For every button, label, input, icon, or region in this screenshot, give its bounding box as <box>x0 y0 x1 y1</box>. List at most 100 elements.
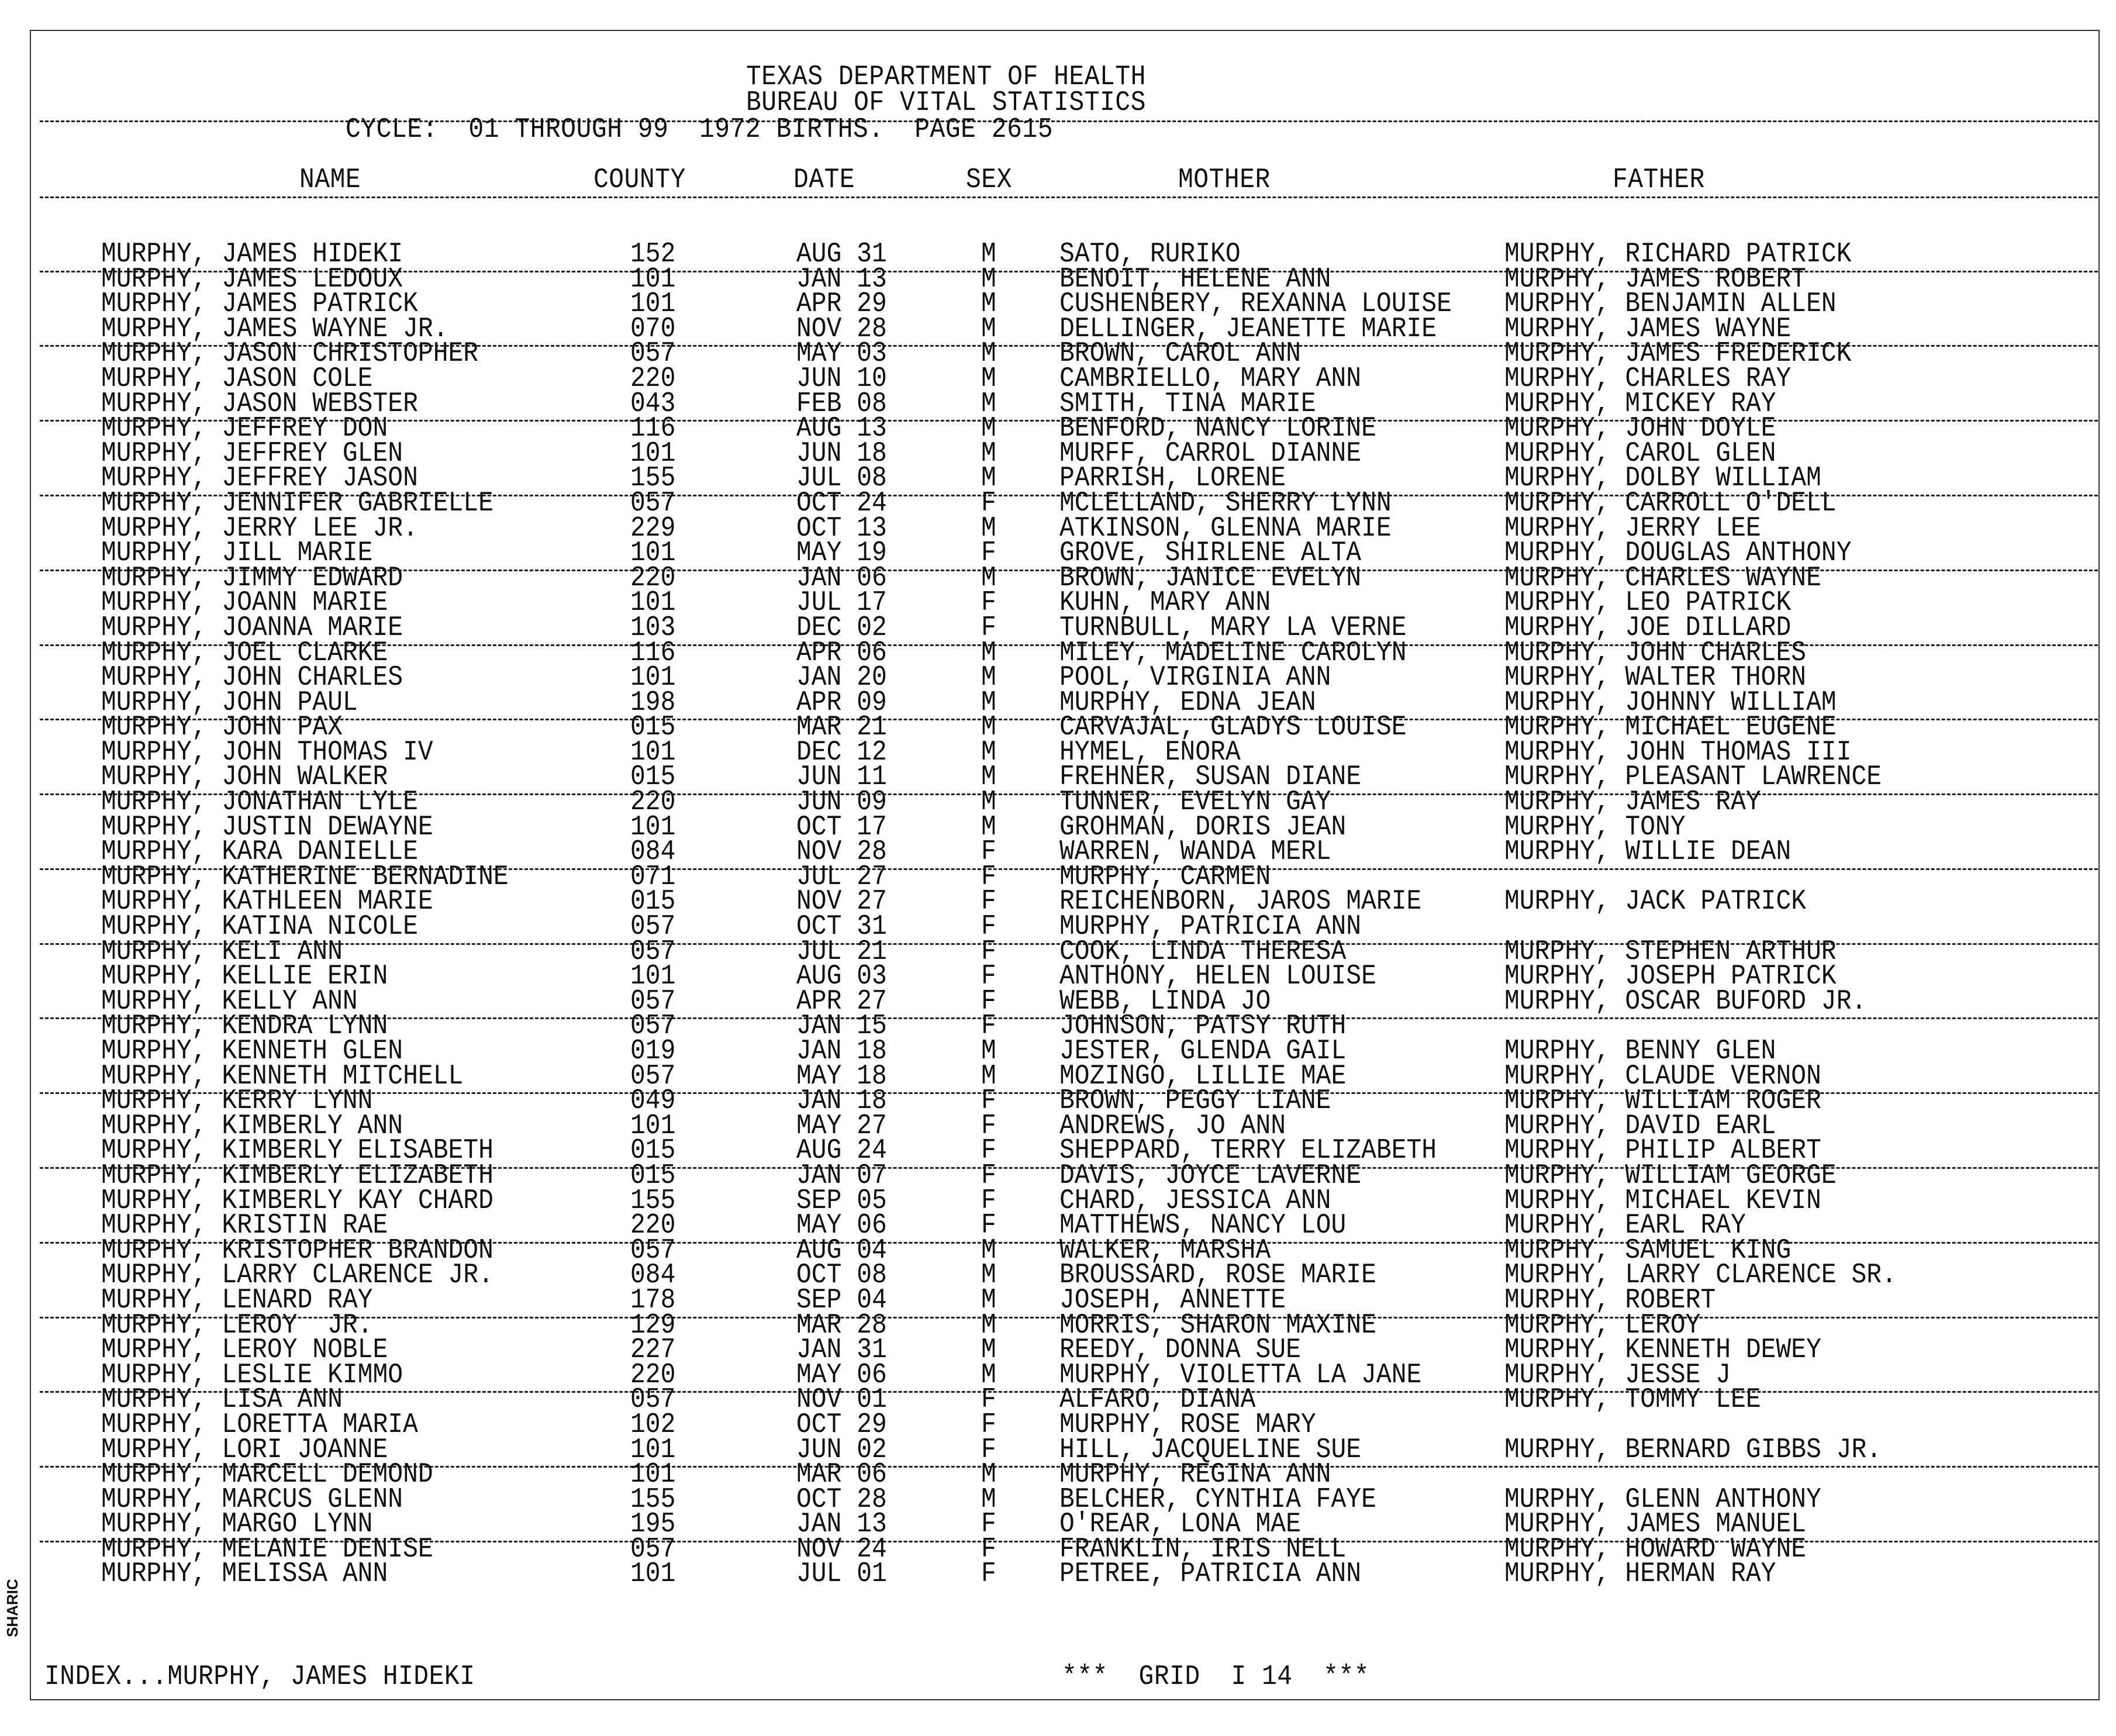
cell-county: 220 <box>630 785 676 818</box>
cell-mother: GROHMAN, DORIS JEAN <box>1059 810 1347 843</box>
cell-date: JAN 18 <box>796 1034 887 1067</box>
cell-father: MURPHY, BERNARD GIBBS JR. <box>1504 1433 1882 1465</box>
cell-sex: F <box>981 835 996 868</box>
cell-county: 015 <box>630 1159 676 1192</box>
cell-name: MURPHY, JEFFREY GLEN <box>101 437 403 470</box>
cell-name: MURPHY, LEROY JR. <box>101 1309 373 1341</box>
cell-father: MURPHY, CAROL GLEN <box>1504 437 1776 470</box>
cell-mother: KUHN, MARY ANN <box>1059 586 1271 619</box>
cell-county: 057 <box>630 985 676 1017</box>
cell-name: MURPHY, LORETTA MARIA <box>101 1408 418 1441</box>
cell-sex: M <box>981 461 996 494</box>
cell-name: MURPHY, LISA ANN <box>101 1383 343 1416</box>
cell-name: MURPHY, LESLIE KIMMO <box>101 1358 403 1391</box>
cell-date: APR 09 <box>796 686 887 719</box>
table-row: MURPHY, JOANNA MARIE 103 DEC 02 F TURNBULL, … <box>0 611 2116 646</box>
cell-father: MURPHY, JAMES RAY <box>1504 785 1761 818</box>
cell-county: 220 <box>630 362 676 395</box>
cell-sex: F <box>981 486 996 519</box>
cell-date: JUL 01 <box>796 1557 887 1590</box>
cell-county: 195 <box>630 1507 676 1540</box>
cell-name: MURPHY, LARRY CLARENCE JR. <box>101 1258 493 1291</box>
cell-father: MURPHY, JOHN DOYLE <box>1504 412 1776 444</box>
cell-name: MURPHY, KATHERINE BERNADINE <box>101 860 509 893</box>
cell-name: MURPHY, KIMBERLY ELISABETH <box>101 1134 493 1166</box>
cell-name: MURPHY, JIMMY EDWARD <box>101 561 403 594</box>
cell-mother: POOL, VIRGINIA ANN <box>1059 661 1331 693</box>
cell-name: MURPHY, JOHN PAX <box>101 710 343 743</box>
cell-father: MURPHY, BENJAMIN ALLEN <box>1504 287 1837 320</box>
cell-mother: SATO, RURIKO <box>1059 237 1241 270</box>
cell-sex: M <box>981 337 996 370</box>
table-row: MURPHY, MARCUS GLENN 155 OCT 28 M BELCHER, C… <box>0 1483 2116 1516</box>
cell-mother: GROVE, SHIRLENE ALTA <box>1059 536 1362 569</box>
cell-father: MURPHY, HERMAN RAY <box>1504 1557 1776 1590</box>
cell-sex: M <box>981 736 996 768</box>
cell-mother: BROWN, PEGGY LIANE <box>1059 1084 1331 1117</box>
cell-father: MURPHY, EARL RAY <box>1504 1209 1746 1241</box>
table-row: MURPHY, KELLIE ERIN 101 AUG 03 F ANTHONY, HE… <box>0 960 2116 992</box>
cell-county: 101 <box>630 960 676 992</box>
cell-county: 057 <box>630 1383 676 1416</box>
cell-father: MURPHY, DOLBY WILLIAM <box>1504 461 1821 494</box>
cell-mother: CUSHENBERY, REXANNA LOUISE <box>1059 287 1452 320</box>
table-row: MURPHY, JENNIFER GABRIELLE 057 OCT 24 F MCLE… <box>0 486 2116 519</box>
cell-sex: M <box>981 312 996 345</box>
cell-sex: F <box>981 1209 996 1241</box>
table-row: MURPHY, KIMBERLY ELISABETH 015 AUG 24 F SHEP… <box>0 1134 2116 1169</box>
table-row: MURPHY, JOEL CLARKE 116 APR 06 M MILEY, MADE… <box>0 638 2116 666</box>
table-row: MURPHY, JOHN PAUL 198 APR 09 M MURPHY, EDNA … <box>0 686 2116 720</box>
cell-sex: M <box>981 387 996 419</box>
cell-mother: ANDREWS, JO ANN <box>1059 1109 1286 1142</box>
cell-name: MURPHY, MELANIE DENISE <box>101 1533 433 1565</box>
cell-mother: MORRIS, SHARON MAXINE <box>1059 1309 1376 1341</box>
cell-father: MURPHY, GLENN ANTHONY <box>1504 1483 1821 1516</box>
cell-mother: MURPHY, PATRICIA ANN <box>1059 910 1362 943</box>
cell-father: MURPHY, KENNETH DEWEY <box>1504 1333 1821 1366</box>
cell-sex: M <box>981 1059 996 1092</box>
cell-name: MURPHY, MARCUS GLENN <box>101 1483 403 1516</box>
cell-mother: CARVAJAL, GLADYS LOUISE <box>1059 710 1407 743</box>
cell-sex: F <box>981 960 996 992</box>
cell-county: 198 <box>630 686 676 719</box>
cell-date: OCT 08 <box>796 1258 887 1291</box>
cell-father: MURPHY, WILLIAM GEORGE <box>1504 1159 1837 1192</box>
cell-sex: F <box>981 1383 996 1416</box>
side-label: SHARIC <box>4 1579 21 1637</box>
cell-county: 103 <box>630 611 676 644</box>
table-row: MURPHY, JONATHAN LYLE 220 JUN 09 M TUNNER, E… <box>0 785 2116 818</box>
cell-father: MURPHY, CHARLES WAYNE <box>1504 561 1821 594</box>
cell-father: MURPHY, JAMES WAYNE <box>1504 312 1791 345</box>
cell-name: MURPHY, JASON CHRISTOPHER <box>101 337 479 370</box>
cell-mother: BENOIT, HELENE ANN <box>1059 263 1331 295</box>
cell-date: AUG 04 <box>796 1234 887 1266</box>
cell-county: 057 <box>630 486 676 519</box>
table-row: MURPHY, LORI JOANNE 101 JUN 02 F HILL, JACQU… <box>0 1433 2116 1468</box>
cell-mother: WARREN, WANDA MERL <box>1059 835 1331 868</box>
cell-sex: F <box>981 1408 996 1441</box>
cell-name: MURPHY, LEROY NOBLE <box>101 1333 388 1366</box>
cell-mother: COOK, LINDA THERESA <box>1059 935 1347 968</box>
cell-mother: WALKER, MARSHA <box>1059 1234 1271 1266</box>
cell-sex: F <box>981 1557 996 1590</box>
cell-date: APR 27 <box>796 985 887 1017</box>
cell-date: AUG 03 <box>796 960 887 992</box>
cell-county: 101 <box>630 736 676 768</box>
cell-mother: WEBB, LINDA JO <box>1059 985 1271 1017</box>
cell-sex: M <box>981 1358 996 1391</box>
cell-sex: F <box>981 860 996 893</box>
cell-father: MURPHY, JAMES MANUEL <box>1504 1507 1807 1540</box>
cell-name: MURPHY, KIMBERLY ELIZABETH <box>101 1159 493 1192</box>
cell-mother: TUNNER, EVELYN GAY <box>1059 785 1331 818</box>
table-row: MURPHY, KIMBERLY KAY CHARD 155 SEP 05 F CHAR… <box>0 1184 2116 1216</box>
cell-sex: M <box>981 785 996 818</box>
cell-father: MURPHY, JERRY LEE <box>1504 512 1761 544</box>
table-row: MURPHY, LESLIE KIMMO 220 MAY 06 M MURPHY, VI… <box>0 1358 2116 1393</box>
cell-mother: CHARD, JESSICA ANN <box>1059 1184 1331 1216</box>
cell-county: 015 <box>630 1134 676 1166</box>
cell-county: 155 <box>630 1184 676 1216</box>
cell-father: MURPHY, JAMES FREDERICK <box>1504 337 1852 370</box>
cell-sex: F <box>981 586 996 619</box>
cell-county: 084 <box>630 835 676 868</box>
cell-sex: M <box>981 1258 996 1291</box>
